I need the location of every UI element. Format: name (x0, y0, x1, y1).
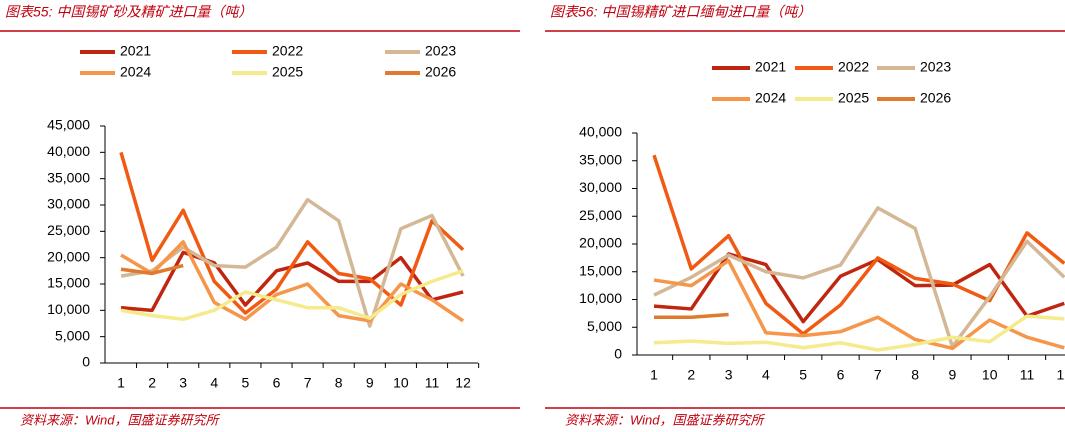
y-tick-label: 0 (82, 354, 90, 370)
y-tick-label: 30,000 (579, 179, 622, 195)
x-tick-label: 3 (725, 367, 733, 383)
y-tick-label: 30,000 (47, 196, 90, 212)
series-line (652, 154, 1065, 336)
y-tick-label: 35,000 (47, 169, 90, 185)
series-line (120, 250, 464, 313)
x-tick-label: 1 (117, 375, 125, 391)
y-tick-label: 5,000 (587, 318, 622, 334)
x-tick-label: 3 (179, 375, 187, 391)
legend-label: 2025 (272, 64, 303, 80)
legend-label: 2022 (838, 59, 869, 75)
y-tick-label: 20,000 (579, 235, 622, 251)
x-tick-label: 2 (148, 375, 156, 391)
chart: 图表55: 中国锡矿砂及精矿进口量（吨） 资料来源：Wind，国盛证券研究所 0 5,… (0, 4, 520, 427)
legend-label: 2024 (755, 90, 786, 106)
y-tick-label: 15,000 (47, 275, 90, 291)
y-tick-label: 10,000 (579, 290, 622, 306)
x-tick-label: 4 (210, 375, 218, 391)
legend-label: 2026 (425, 64, 456, 80)
source: 资料来源：Wind，国盛证券研究所 (565, 412, 766, 427)
chart: 图表56: 中国锡精矿进口缅甸进口量（吨） 资料来源：Wind，国盛证券研究所 0 5… (545, 4, 1065, 427)
series-line (120, 240, 465, 323)
y-tick-label: 35,000 (579, 151, 622, 167)
y-tick-label: 10,000 (47, 301, 90, 317)
legend-label: 2021 (755, 59, 786, 75)
series-line (653, 258, 1065, 351)
x-tick-label: 2 (687, 367, 695, 383)
x-tick-label: 9 (949, 367, 957, 383)
chart-title: 图表55: 中国锡矿砂及精矿进口量（吨） (5, 4, 252, 20)
series-line (120, 197, 465, 328)
source: 资料来源：Wind，国盛证券研究所 (20, 412, 221, 427)
x-tick-label: 12 (455, 375, 471, 391)
x-tick-label: 12 (1057, 367, 1065, 383)
x-tick-label: 5 (242, 375, 250, 391)
series-line (120, 269, 464, 322)
y-tick-label: 25,000 (579, 207, 622, 223)
chart-title: 图表56: 中国锡精矿进口缅甸进口量（吨） (550, 4, 811, 20)
x-tick-label: 1 (650, 367, 658, 383)
x-tick-label: 5 (799, 367, 807, 383)
x-tick-label: 7 (874, 367, 882, 383)
y-tick-label: 15,000 (579, 262, 622, 278)
legend-label: 2024 (120, 64, 151, 80)
y-tick-label: 0 (614, 346, 622, 362)
x-tick-label: 6 (273, 375, 281, 391)
legend-label: 2022 (272, 43, 303, 59)
x-tick-label: 8 (911, 367, 919, 383)
y-tick-label: 40,000 (47, 143, 90, 159)
y-tick-label: 5,000 (55, 327, 90, 343)
series-line (120, 263, 184, 276)
series-line (653, 206, 1065, 349)
series-line (654, 312, 729, 320)
x-tick-label: 11 (425, 375, 440, 391)
legend-label: 2026 (920, 90, 951, 106)
x-tick-label: 6 (837, 367, 845, 383)
series-line (653, 314, 1065, 352)
y-tick-label: 25,000 (47, 222, 90, 238)
legend-label: 2023 (425, 43, 456, 59)
y-tick-label: 20,000 (47, 248, 90, 264)
x-tick-label: 10 (982, 367, 998, 383)
x-tick-label: 10 (393, 375, 409, 391)
legend-label: 2023 (920, 59, 951, 75)
x-tick-label: 9 (366, 375, 374, 391)
legend-label: 2021 (120, 43, 151, 59)
x-tick-label: 8 (335, 375, 343, 391)
x-tick-label: 7 (304, 375, 312, 391)
x-tick-label: 11 (1020, 367, 1035, 383)
y-tick-label: 45,000 (47, 117, 90, 133)
x-tick-label: 4 (762, 367, 770, 383)
legend-label: 2025 (838, 90, 869, 106)
y-tick-label: 40,000 (579, 124, 622, 140)
